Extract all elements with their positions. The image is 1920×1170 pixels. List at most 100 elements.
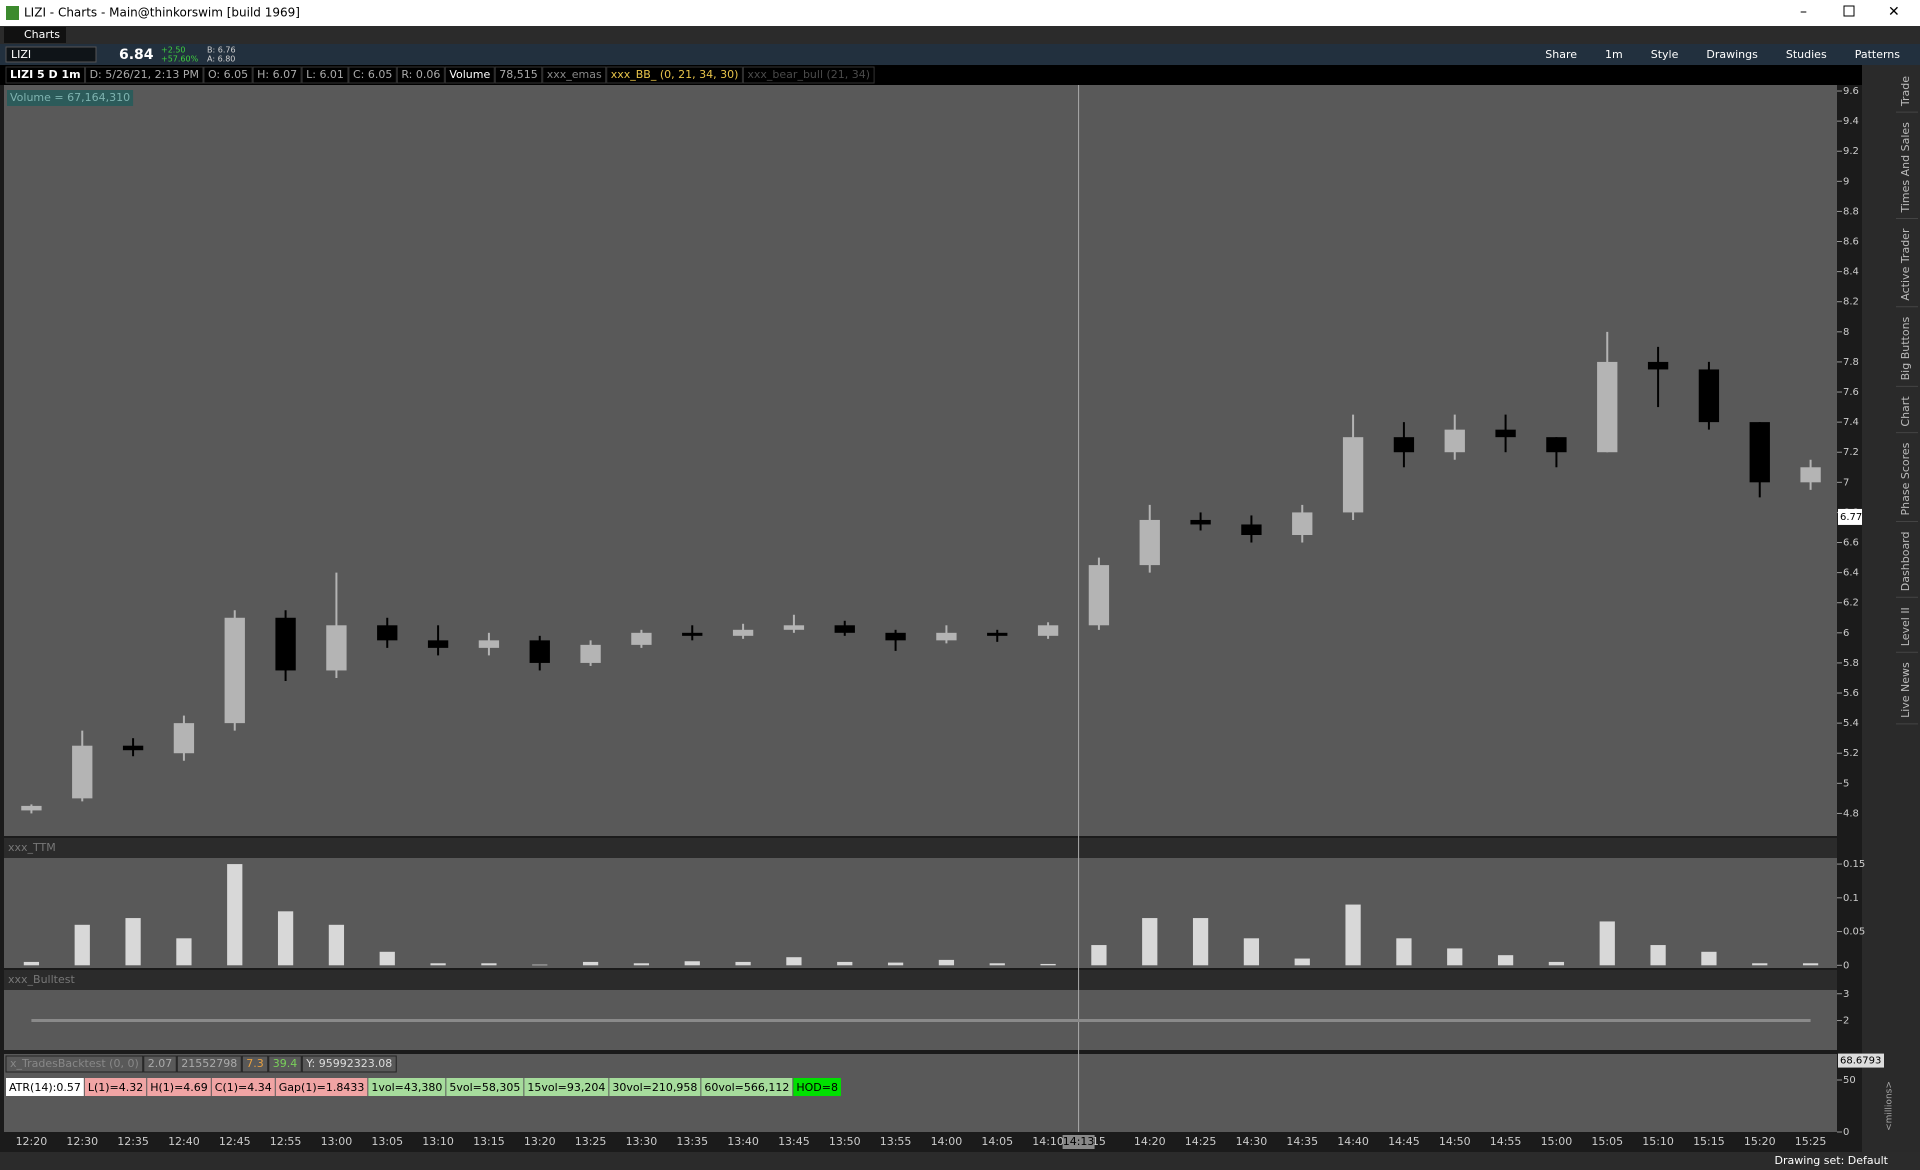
y-tick-label: 6.4 <box>1843 568 1859 579</box>
y-tick-label: 9.6 <box>1843 86 1859 97</box>
stat-chip <box>524 1078 609 1096</box>
bar <box>887 962 904 966</box>
x-tick-label: 15:00 <box>1541 1135 1573 1148</box>
unit-label: <millions> <box>1885 1081 1895 1131</box>
y-tick-label: 9.4 <box>1843 116 1859 127</box>
candle-body <box>1597 361 1618 453</box>
candle-body <box>1546 437 1567 453</box>
backtest-box <box>241 1055 269 1073</box>
symbol-box[interactable] <box>5 46 97 63</box>
bar <box>1091 945 1107 966</box>
backtest-box <box>176 1055 242 1073</box>
info-box <box>396 66 445 84</box>
candle-body <box>1088 565 1110 626</box>
stat-item: 60vol=566,112 <box>704 1081 789 1094</box>
bulltest-header <box>4 970 1837 990</box>
info-item: xxx_emas <box>547 68 602 81</box>
x-tick-label: 13:55 <box>880 1135 912 1148</box>
candle-body <box>580 644 601 663</box>
toolbar-button[interactable]: Style <box>1651 48 1679 61</box>
candle-body <box>122 745 144 751</box>
backtest-box <box>301 1055 397 1073</box>
x-tick-label: 15:25 <box>1795 1135 1827 1148</box>
side-tab[interactable]: Big Buttons <box>1899 316 1912 380</box>
y-tick-label: 7 <box>1843 477 1849 488</box>
side-tab[interactable]: Phase Scores <box>1899 442 1912 515</box>
side-tab[interactable]: Chart <box>1899 396 1912 427</box>
y-tick-label: 5.2 <box>1843 748 1859 759</box>
toolbar-button[interactable]: Patterns <box>1855 48 1901 61</box>
toolbar-button[interactable]: Studies <box>1786 48 1827 61</box>
close[interactable]: ✕ <box>1888 4 1900 20</box>
candle-body <box>1800 467 1821 483</box>
bar <box>1497 955 1514 966</box>
toolbar-button[interactable]: 1m <box>1605 48 1623 61</box>
y-tick-label: 50 <box>1843 1075 1856 1086</box>
bar <box>582 961 599 966</box>
candle-body <box>885 632 906 641</box>
bar <box>379 951 395 966</box>
ask: A: 6.80 <box>207 55 235 64</box>
symbol[interactable]: LIZI <box>11 48 31 61</box>
candle-body <box>1241 524 1262 535</box>
stat-chip <box>701 1078 793 1096</box>
info-item: LIZI 5 D 1m <box>10 68 81 81</box>
toolbar-button[interactable]: Share <box>1545 48 1577 61</box>
bar <box>125 918 141 966</box>
x-tick-label: 12:45 <box>219 1135 251 1148</box>
candle-body <box>1139 519 1160 566</box>
ttm-header <box>4 838 1837 858</box>
x-tick-label: 13:00 <box>321 1135 353 1148</box>
side-tab[interactable]: Level II <box>1899 607 1912 646</box>
last-price-box <box>1838 508 1862 525</box>
change-pct: +57.60% <box>161 55 199 64</box>
side-tabs <box>1862 65 1920 1152</box>
candle-body <box>783 625 805 630</box>
y-tick-label: 2 <box>1843 1016 1849 1027</box>
side-tab[interactable]: Trade <box>1899 76 1912 107</box>
x-tick-label: 13:30 <box>626 1135 658 1148</box>
tab-label[interactable]: Charts <box>24 28 60 41</box>
candle-body <box>224 617 245 724</box>
info-item: D: 5/26/21, 2:13 PM <box>90 68 199 81</box>
x-tick-label: 12:20 <box>16 1135 48 1148</box>
minimize[interactable]: – <box>1800 4 1807 20</box>
x-tick-label: 13:50 <box>829 1135 861 1148</box>
info-item: L: 6.01 <box>306 68 344 81</box>
backtest-item: x_TradesBacktest (0, 0) <box>10 1057 139 1070</box>
side-tab[interactable]: Live News <box>1899 662 1912 718</box>
side-tab[interactable]: Active Trader <box>1899 228 1912 301</box>
side-tab[interactable]: Times And Sales <box>1899 122 1912 214</box>
toolbar-button[interactable]: Drawings <box>1706 48 1758 61</box>
side-tab[interactable]: Dashboard <box>1899 532 1912 592</box>
candle-body <box>326 625 347 671</box>
restore[interactable] <box>1843 5 1855 17</box>
info-item: H: 6.07 <box>257 68 297 81</box>
y-tick-label: 8.8 <box>1843 206 1859 217</box>
x-tick-label: 12:35 <box>117 1135 149 1148</box>
y-tick-label: 5.8 <box>1843 658 1859 669</box>
toolbar <box>0 44 1920 65</box>
bar <box>1040 963 1056 966</box>
candle-body <box>682 632 703 636</box>
y-tick-label: 6.2 <box>1843 598 1859 609</box>
tab[interactable] <box>4 27 66 43</box>
candle-body <box>1393 437 1415 453</box>
candle-body <box>377 625 398 641</box>
candle-body <box>529 640 550 663</box>
info-box <box>542 66 607 84</box>
stat-item: 30vol=210,958 <box>612 1081 697 1094</box>
bar <box>1447 948 1463 966</box>
y-tick-label: 0.15 <box>1843 859 1865 870</box>
info-item: R: 0.06 <box>401 68 440 81</box>
x-tick-label: 14:50 <box>1439 1135 1471 1148</box>
info-item: xxx_BB_ (0, 21, 34, 30) <box>611 68 739 81</box>
y-tick-label: 8.4 <box>1843 267 1859 278</box>
backtest-item: 7.3 <box>246 1057 264 1070</box>
pane-title: xxx_Bulltest <box>8 973 75 986</box>
x-tick-label: 14:20 <box>1134 1135 1166 1148</box>
x-tick-label: 13:05 <box>371 1135 403 1148</box>
y-tick-label: 0.05 <box>1843 927 1865 938</box>
x-tick-label: 12:55 <box>270 1135 302 1148</box>
info-box <box>606 66 743 84</box>
